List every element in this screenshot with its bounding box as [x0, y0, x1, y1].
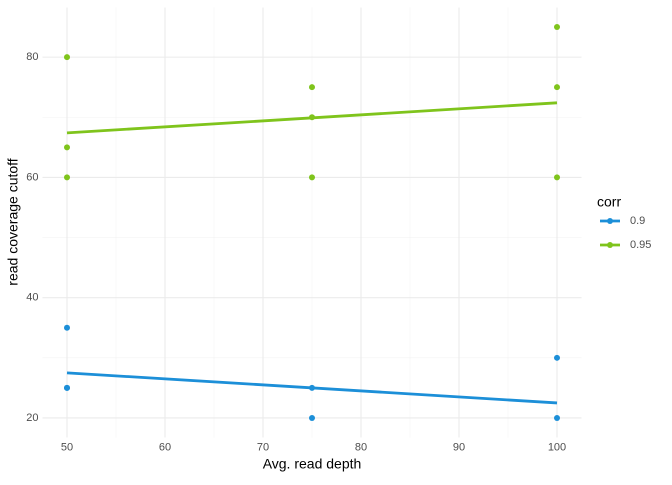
- y-tick-label: 60: [26, 171, 38, 183]
- point: [554, 24, 560, 31]
- point: [64, 144, 70, 151]
- legend-title: corr: [597, 194, 621, 210]
- x-tick-label: 60: [159, 441, 171, 453]
- y-tick-label: 40: [26, 292, 38, 304]
- legend-label: 0.95: [630, 239, 651, 251]
- y-tick-label: 80: [26, 51, 38, 63]
- x-axis-label: Avg. read depth: [263, 456, 362, 472]
- x-tick-label: 50: [61, 441, 73, 453]
- point: [64, 174, 70, 181]
- x-tick-label: 90: [453, 441, 465, 453]
- point: [309, 174, 315, 181]
- x-tick-label: 100: [548, 441, 566, 453]
- point: [554, 174, 560, 181]
- point: [64, 54, 70, 61]
- trend-line: [66, 101, 558, 135]
- legend-label: 0.9: [630, 215, 645, 227]
- legend-key-point: [607, 218, 613, 224]
- y-axis-label: read coverage cutoff: [5, 158, 21, 285]
- point: [554, 84, 560, 91]
- x-tick-label: 80: [355, 441, 367, 453]
- point: [309, 414, 315, 421]
- y-tick-label: 20: [26, 412, 38, 424]
- trend-line: [66, 371, 558, 405]
- point: [309, 84, 315, 91]
- point: [554, 354, 560, 361]
- point: [554, 414, 560, 421]
- legend-key-point: [607, 242, 613, 248]
- point: [64, 384, 70, 391]
- point: [64, 324, 70, 331]
- x-tick-label: 70: [257, 441, 269, 453]
